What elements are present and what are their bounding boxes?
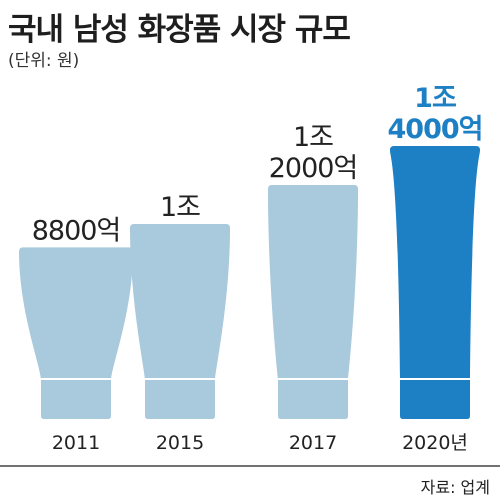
bar-2017 [268, 185, 358, 419]
x-tick-label: 2011 [52, 432, 100, 454]
data-label: 1조 [160, 192, 200, 223]
x-tick-label: 2015 [156, 432, 204, 454]
data-label: 4000억 [388, 114, 483, 145]
bar-2015 [130, 224, 230, 419]
x-tick-label: 2017 [289, 432, 337, 454]
unit-label: (단위: 원) [8, 51, 80, 71]
data-label: 2000억 [269, 153, 358, 184]
data-label: 8800억 [32, 215, 121, 246]
chart-title: 국내 남성 화장품 시장 규모 [8, 12, 351, 48]
x-tick-label: 2020년 [402, 432, 468, 454]
data-label: 1조 [293, 122, 333, 153]
source-label: 자료: 업계 [420, 478, 490, 497]
bar-2020년 [390, 146, 480, 419]
data-label: 1조 [414, 83, 456, 114]
bar-2011 [19, 247, 133, 419]
